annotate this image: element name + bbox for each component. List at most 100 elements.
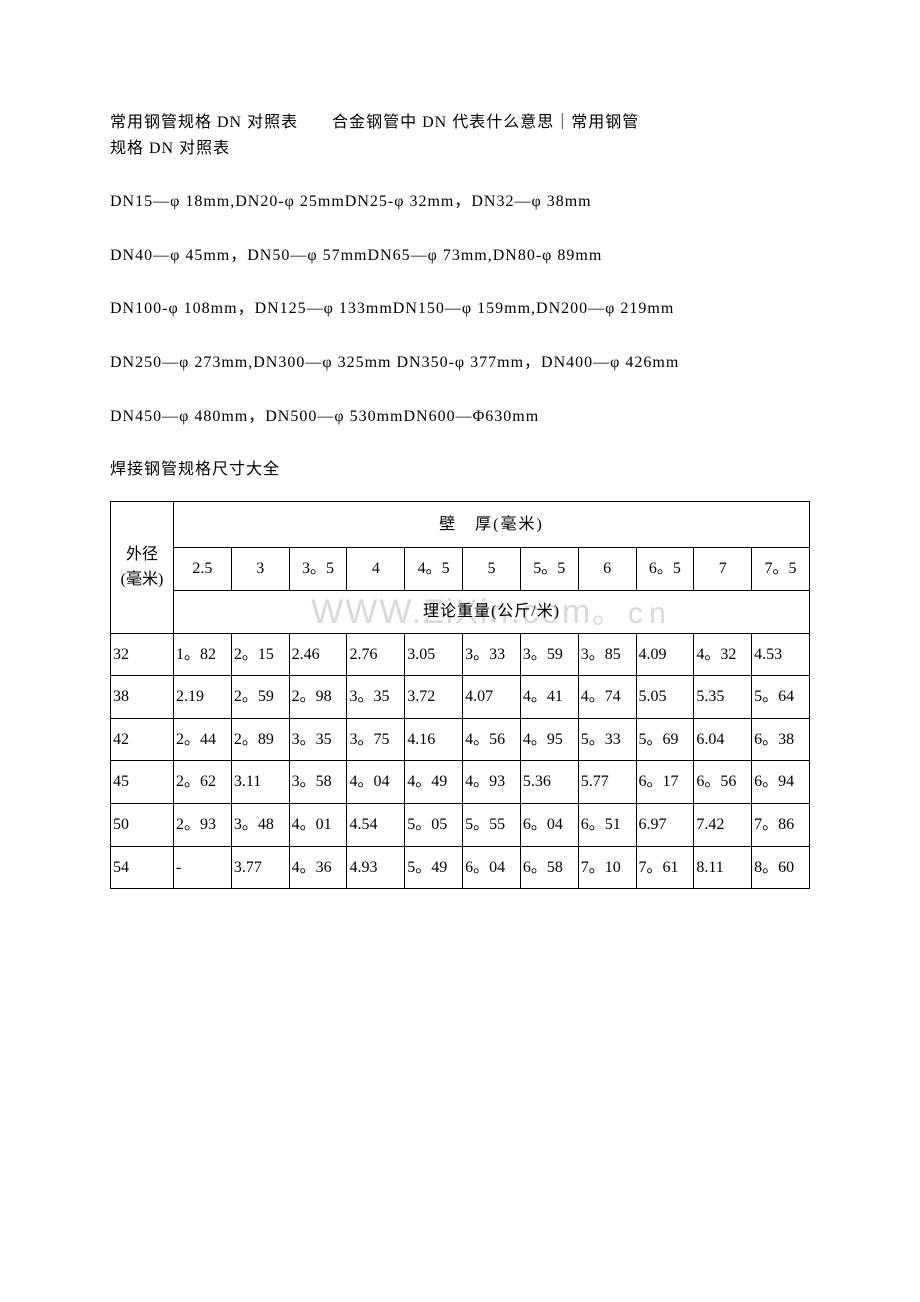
watermark-cn: 。cn (592, 597, 672, 630)
weight-cell: 4.93 (347, 846, 405, 889)
od-cell: 42 (111, 718, 174, 761)
weight-cell: 6。17 (636, 761, 694, 804)
weight-cell: 3。48 (231, 803, 289, 846)
weight-cell: 4。49 (405, 761, 463, 804)
thickness-col-10: 7。5 (752, 548, 810, 591)
weight-cell: 7.42 (694, 803, 752, 846)
weight-cell: 4。93 (463, 761, 521, 804)
weight-cell: 6。94 (752, 761, 810, 804)
weight-cell: 4。56 (463, 718, 521, 761)
weight-cell: 5.35 (694, 676, 752, 719)
od-cell: 32 (111, 633, 174, 676)
dn-paragraph-1: DN15—φ 18mm,DN20-φ 25mmDN25-φ 32mm，DN32—… (110, 189, 810, 215)
weight-cell: 3.77 (231, 846, 289, 889)
table-row: 45 2。62 3.11 3。58 4。04 4。49 4。93 5.36 5.… (111, 761, 810, 804)
weight-cell: 5。64 (752, 676, 810, 719)
thickness-col-5: 5 (463, 548, 521, 591)
od-cell: 38 (111, 676, 174, 719)
table-row: 54 - 3.77 4。36 4.93 5。49 6。04 6。58 7。10 … (111, 846, 810, 889)
thickness-col-7: 6 (578, 548, 636, 591)
weight-cell: 5。49 (405, 846, 463, 889)
weight-cell: 2。59 (231, 676, 289, 719)
weight-cell: 5。69 (636, 718, 694, 761)
weight-cell: 6。04 (463, 846, 521, 889)
weight-cell: 4.54 (347, 803, 405, 846)
outer-diameter-header: 外径 (毫米) (111, 501, 174, 633)
weight-cell: 4。32 (694, 633, 752, 676)
weight-cell: 6。56 (694, 761, 752, 804)
table-header-row-1: 外径 (毫米) 壁 厚(毫米) (111, 501, 810, 548)
weight-cell: 3。35 (289, 718, 347, 761)
table-row: 50 2。93 3。48 4。01 4.54 5。05 5。55 6。04 6。… (111, 803, 810, 846)
weight-cell: 2。62 (174, 761, 232, 804)
weight-cell: 7。10 (578, 846, 636, 889)
weight-cell: 5.36 (520, 761, 578, 804)
weight-cell: 4.53 (752, 633, 810, 676)
od-cell: 50 (111, 803, 174, 846)
weight-cell: 5.77 (578, 761, 636, 804)
weight-cell: 2。89 (231, 718, 289, 761)
weight-cell: 3.05 (405, 633, 463, 676)
weight-cell: 4.16 (405, 718, 463, 761)
thickness-col-8: 6。5 (636, 548, 694, 591)
document-page: 常用钢管规格 DN 对照表 合金钢管中 DN 代表什么意思｜常用钢管 规格 DN… (0, 0, 920, 889)
dn-paragraph-5: DN450—φ 480mm，DN500—φ 530mmDN600—Φ630mm (110, 404, 810, 430)
weight-cell: 5。05 (405, 803, 463, 846)
thickness-col-6: 5。5 (520, 548, 578, 591)
page-title: 常用钢管规格 DN 对照表 合金钢管中 DN 代表什么意思｜常用钢管 规格 DN… (110, 110, 810, 161)
weight-cell: 3。85 (578, 633, 636, 676)
weight-cell: 6。58 (520, 846, 578, 889)
weight-cell: 3.72 (405, 676, 463, 719)
weight-cell: 6。51 (578, 803, 636, 846)
weight-cell: 3。35 (347, 676, 405, 719)
thickness-col-3: 4 (347, 548, 405, 591)
weight-cell: 2.76 (347, 633, 405, 676)
weight-cell: 5。33 (578, 718, 636, 761)
weight-cell: 4。95 (520, 718, 578, 761)
title-line-2: 规格 DN 对照表 (110, 136, 810, 162)
table-header-row-2: 2.5 3 3。5 4 4。5 5 5。5 6 6。5 7 7。5 (111, 548, 810, 591)
thickness-col-1: 3 (231, 548, 289, 591)
pipe-weight-table: 外径 (毫米) 壁 厚(毫米) 2.5 3 3。5 4 4。5 5 5。5 6 … (110, 501, 810, 889)
weight-cell: 2。98 (289, 676, 347, 719)
weight-cell: 5.05 (636, 676, 694, 719)
od-cell: 54 (111, 846, 174, 889)
od-cell: 45 (111, 761, 174, 804)
weight-cell: 4。41 (520, 676, 578, 719)
weight-cell: 1。82 (174, 633, 232, 676)
weight-cell: 4。04 (347, 761, 405, 804)
weight-cell: 5。55 (463, 803, 521, 846)
weight-cell: 3。59 (520, 633, 578, 676)
table-row: 38 2.19 2。59 2。98 3。35 3.72 4.07 4。41 4。… (111, 676, 810, 719)
weight-cell: - (174, 846, 232, 889)
weight-cell: 2。15 (231, 633, 289, 676)
thickness-header: 壁 厚(毫米) (174, 501, 810, 548)
title-line-1: 常用钢管规格 DN 对照表 合金钢管中 DN 代表什么意思｜常用钢管 (110, 110, 810, 136)
weight-cell: 6.97 (636, 803, 694, 846)
weight-cell: 4.09 (636, 633, 694, 676)
weight-cell: 4.07 (463, 676, 521, 719)
weight-cell: 6。38 (752, 718, 810, 761)
table-row: 32 1。82 2。15 2.46 2.76 3.05 3。33 3。59 3。… (111, 633, 810, 676)
weight-cell: 3。75 (347, 718, 405, 761)
weight-cell: 7。61 (636, 846, 694, 889)
weight-cell: 6。04 (520, 803, 578, 846)
weight-cell: 6.04 (694, 718, 752, 761)
weight-cell: 2。93 (174, 803, 232, 846)
weight-cell: 3。58 (289, 761, 347, 804)
weight-cell: 7。86 (752, 803, 810, 846)
weight-header-cell: WWW.ZiXin.com。cn 理论重量(公斤/米) (174, 590, 810, 633)
weight-cell: 2。44 (174, 718, 232, 761)
weight-cell: 4。36 (289, 846, 347, 889)
table-row: 42 2。44 2。89 3。35 3。75 4.16 4。56 4。95 5。… (111, 718, 810, 761)
weight-cell: 3。33 (463, 633, 521, 676)
dn-paragraph-2: DN40—φ 45mm，DN50—φ 57mmDN65—φ 73mm,DN80-… (110, 243, 810, 269)
weight-cell: 3.11 (231, 761, 289, 804)
table-header-row-3: WWW.ZiXin.com。cn 理论重量(公斤/米) (111, 590, 810, 633)
weight-header-text: 理论重量(公斤/米) (423, 603, 560, 620)
weight-cell: 2.19 (174, 676, 232, 719)
table-title: 焊接钢管规格尺寸大全 (110, 457, 810, 483)
thickness-col-0: 2.5 (174, 548, 232, 591)
dn-paragraph-4: DN250—φ 273mm,DN300—φ 325mm DN350-φ 377m… (110, 350, 810, 376)
weight-cell: 8.11 (694, 846, 752, 889)
